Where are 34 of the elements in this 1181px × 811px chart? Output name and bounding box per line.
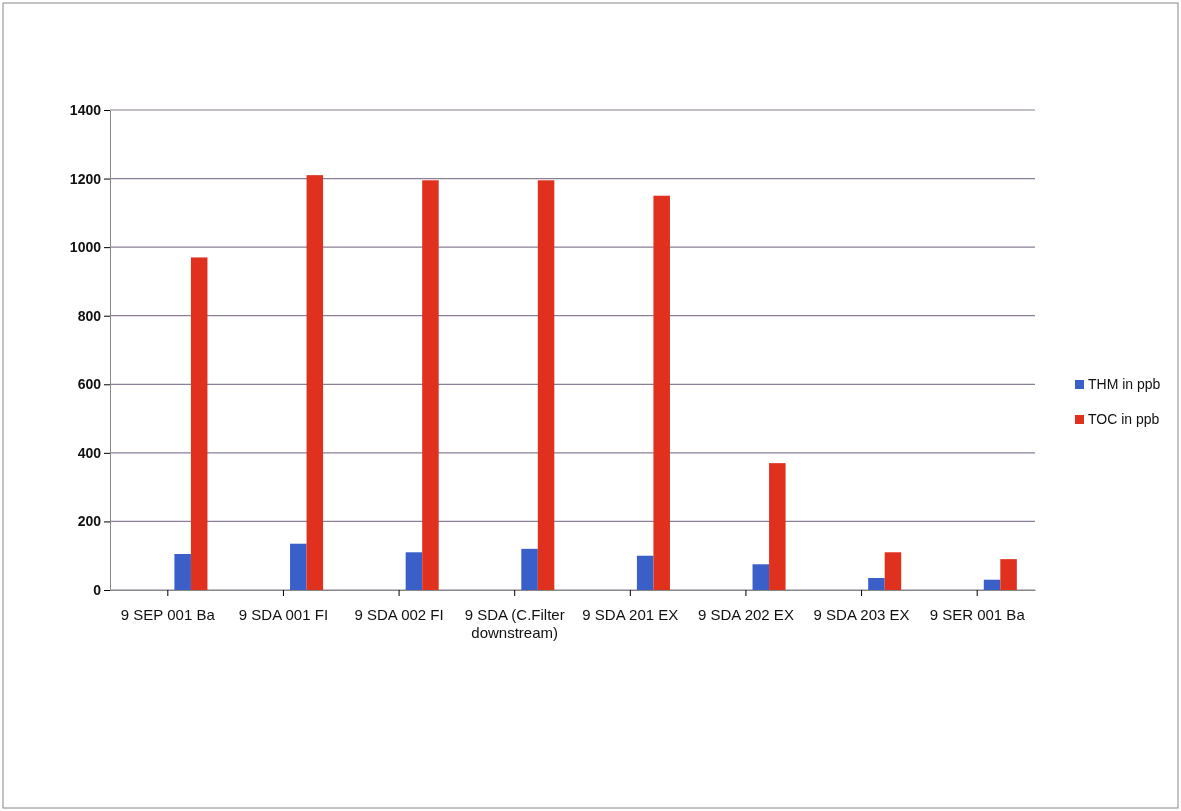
legend-label: THM in ppb xyxy=(1088,376,1161,392)
bar xyxy=(752,564,770,590)
bar xyxy=(884,552,902,590)
bar xyxy=(290,543,307,590)
bar xyxy=(636,555,654,590)
bar xyxy=(653,195,670,590)
bar xyxy=(174,554,191,590)
x-tick-label: 9 SEP 001 Ba xyxy=(120,606,216,623)
bar xyxy=(537,180,555,590)
bar xyxy=(190,257,208,590)
bar xyxy=(422,180,439,590)
bar xyxy=(521,548,538,590)
x-tick-label: 9 SDA 202 EX xyxy=(697,606,794,623)
bar xyxy=(769,463,786,590)
bar xyxy=(983,579,1001,590)
x-tick-label: 9 SDA 201 EX xyxy=(582,606,679,623)
legend-label: TOC in ppb xyxy=(1088,411,1160,427)
y-tick-label: 0 xyxy=(93,581,102,598)
y-tick-label: 600 xyxy=(77,376,102,393)
x-tick-label: 9 SDA (C.Filter downstream) xyxy=(464,606,565,641)
y-tick-label: 1000 xyxy=(69,239,102,256)
y-tick-label: 1200 xyxy=(69,170,102,187)
y-tick-label: 200 xyxy=(77,513,102,530)
y-tick-label: 800 xyxy=(77,307,102,324)
x-tick-label: 9 SDA 002 FI xyxy=(354,606,444,623)
x-tick-label: 9 SDA 203 EX xyxy=(813,606,910,623)
x-tick-label: 9 SER 001 Ba xyxy=(929,606,1026,623)
y-tick-label: 400 xyxy=(77,444,102,461)
bar xyxy=(1000,559,1017,590)
y-tick-label: 1400 xyxy=(69,101,102,118)
bar xyxy=(405,552,423,590)
x-tick-label: 9 SDA 001 FI xyxy=(238,606,329,623)
bar xyxy=(306,175,324,590)
bar xyxy=(868,578,885,590)
